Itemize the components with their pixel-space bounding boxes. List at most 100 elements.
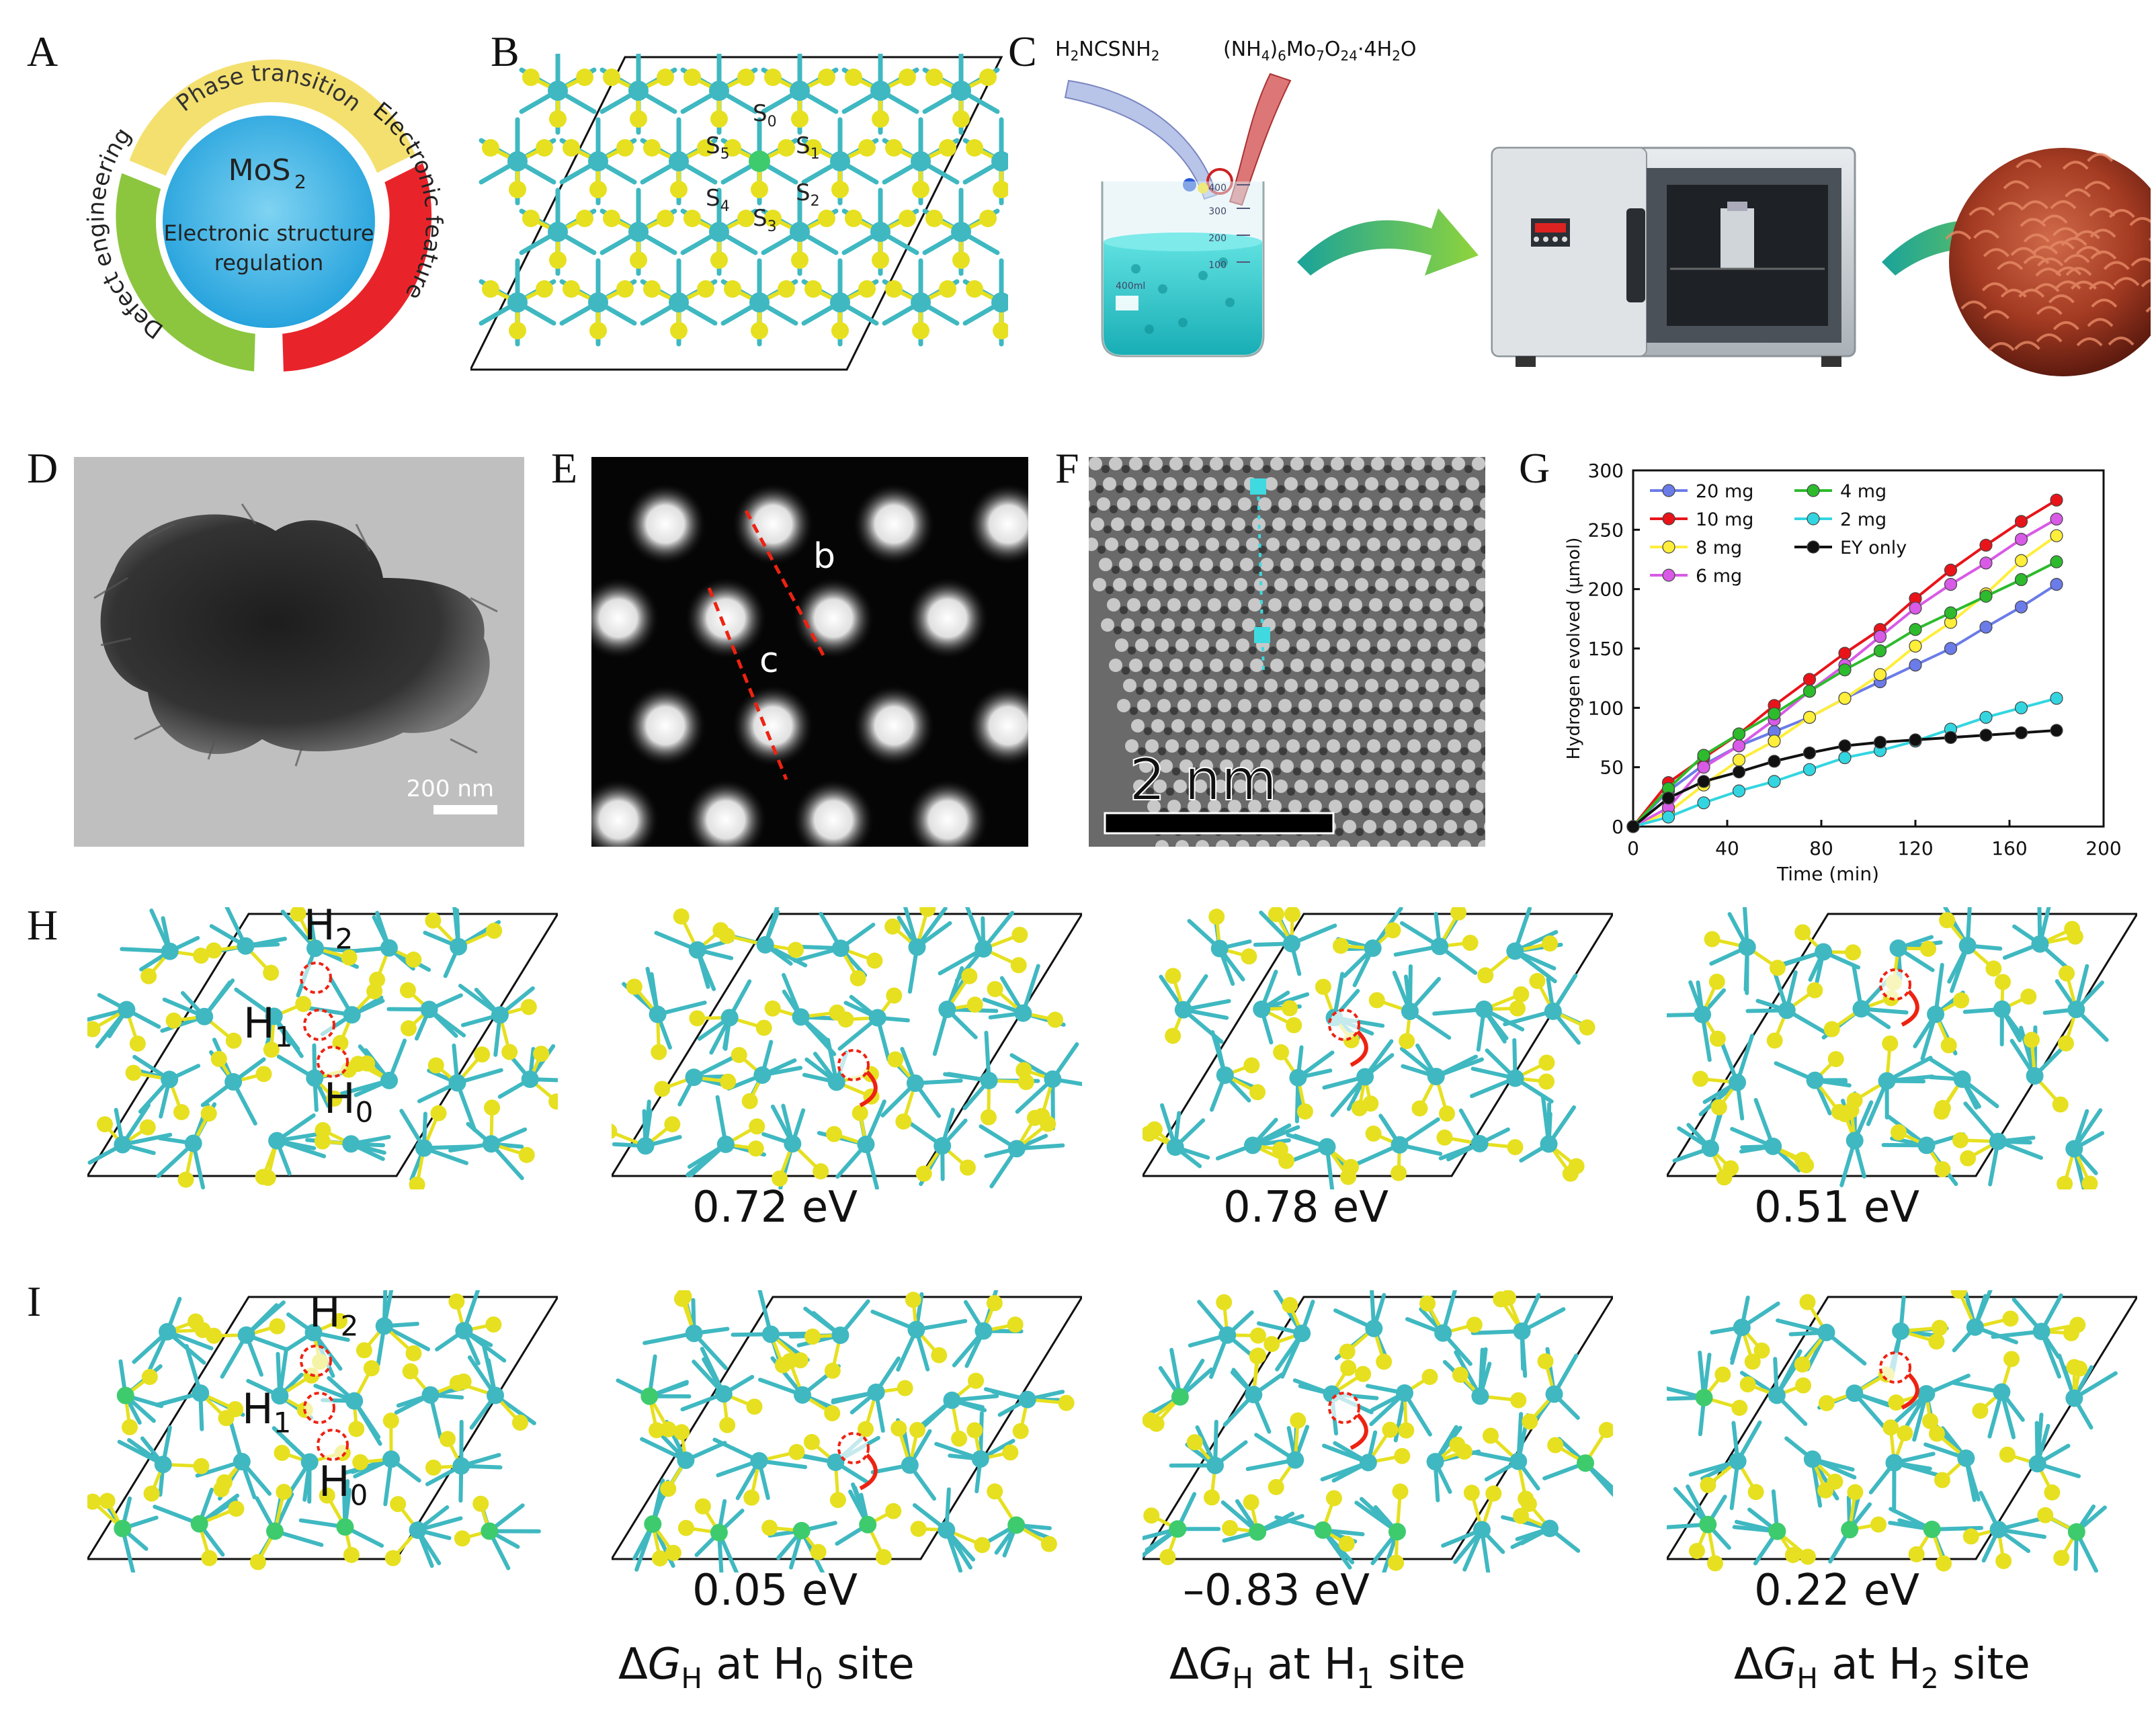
- panel-c-scheme: 400 300 200 100 400ml: [1064, 73, 2151, 376]
- i-energy-1: 0.05 eV: [692, 1566, 858, 1615]
- data-point: [1732, 784, 1746, 798]
- i-label-h0: H0: [319, 1457, 368, 1512]
- y-tick-label: 150: [1588, 638, 1624, 660]
- panel-label-a: A: [27, 28, 58, 75]
- panel-label-h: H: [27, 901, 58, 949]
- reagent-2-label: (NH4)6Mo7O24·4H2O: [1223, 38, 1417, 64]
- site-label-s1: S1: [796, 132, 820, 163]
- ring-segment-right: [279, 159, 435, 375]
- data-point: [1732, 739, 1746, 753]
- legend-marker: [1662, 512, 1675, 526]
- panel-e-line-c: [707, 587, 788, 780]
- site-label-s2: S2: [796, 179, 820, 210]
- i-energy-3: 0.22 eV: [1754, 1566, 1919, 1615]
- site-label-s3: S3: [753, 205, 777, 235]
- legend-entry: 2 mg: [1840, 509, 1887, 530]
- panel-b-lattice: S0 S1 S2 S3 S4 S5: [470, 54, 1008, 371]
- legend-marker: [1807, 540, 1820, 554]
- data-point: [1802, 710, 1817, 724]
- beaker-mark-200: 200: [1208, 233, 1227, 244]
- data-point: [2014, 600, 2028, 614]
- oven: [1491, 146, 1856, 367]
- data-point: [1802, 763, 1817, 776]
- doped-lattice-cell: [612, 1290, 1082, 1572]
- h-energy-2: 0.78 eV: [1223, 1183, 1388, 1232]
- legend-entry: 4 mg: [1840, 481, 1887, 502]
- beaker-mark-400: 400: [1208, 183, 1227, 194]
- panel-b-atoms: [479, 54, 1008, 347]
- data-point: [2050, 691, 2063, 705]
- ring-center-circle: [163, 116, 375, 328]
- panel-d-scale-label: 200 nm: [407, 775, 494, 802]
- ring-segment-top: [126, 56, 419, 180]
- data-point: [1979, 589, 1993, 603]
- data-point: [1697, 749, 1710, 762]
- data-point: [2014, 515, 2028, 528]
- x-tick-label: 120: [1897, 837, 1933, 859]
- data-point: [1979, 538, 1993, 552]
- data-point: [1944, 578, 1958, 591]
- legend-marker: [1662, 569, 1675, 582]
- legend-marker: [1807, 512, 1820, 526]
- panel-label-g: G: [1519, 444, 1550, 492]
- x-tick-label: 160: [1991, 837, 2027, 859]
- data-point: [1909, 659, 1922, 672]
- data-point: [1909, 639, 1922, 653]
- y-tick-label: 300: [1588, 460, 1624, 482]
- panel-e-atomic-image: b c: [591, 457, 1028, 847]
- panel-label-i: I: [27, 1277, 42, 1325]
- data-point: [1732, 753, 1746, 767]
- y-tick-label: 50: [1600, 757, 1624, 779]
- data-point: [1768, 755, 1781, 768]
- doped-lattice-cell: [1667, 1290, 2137, 1572]
- data-point: [1697, 796, 1710, 810]
- data-point: [1838, 751, 1852, 765]
- x-tick-label: 80: [1809, 837, 1833, 859]
- panel-f-marker-bottom: [1254, 627, 1270, 643]
- data-point: [1979, 556, 1993, 570]
- panel-f-marker-top: [1250, 478, 1266, 495]
- panel-e-label-b: b: [813, 536, 835, 577]
- center-subtitle-1: Electronic structure: [163, 220, 374, 246]
- data-point: [2050, 529, 2063, 542]
- data-point: [2014, 573, 2028, 587]
- i-label-h1: H1: [242, 1384, 292, 1439]
- panel-label-d: D: [27, 444, 58, 492]
- y-tick-label: 200: [1588, 579, 1624, 601]
- x-axis-label: Time (min): [1776, 863, 1879, 885]
- data-point: [1768, 707, 1781, 720]
- data-point: [1802, 685, 1817, 698]
- panel-label-b: B: [491, 28, 520, 75]
- i-energy-2: –0.83 eV: [1183, 1566, 1370, 1615]
- h-label-h0: H0: [324, 1074, 374, 1129]
- pristine-lattice-cell: [1667, 907, 2137, 1189]
- legend-entry: 8 mg: [1696, 538, 1742, 558]
- pristine-lattice-cell: [612, 907, 1082, 1189]
- panel-f-scale-bar: [1104, 812, 1335, 835]
- site-label-s5: S5: [706, 132, 730, 163]
- y-axis-label: Hydrogen evolved (µmol): [1564, 538, 1584, 760]
- data-point: [1802, 673, 1817, 686]
- data-point: [1732, 727, 1746, 741]
- pristine-lattice-cell: [1143, 907, 1613, 1189]
- center-title: MoS: [229, 153, 291, 187]
- y-tick-label: 0: [1612, 816, 1624, 838]
- legend-marker: [1662, 540, 1675, 554]
- data-point: [1873, 644, 1887, 658]
- caption-dg-h0: ΔGH at H0 site: [618, 1640, 915, 1695]
- h-label-h1: H1: [243, 999, 293, 1054]
- data-point: [2014, 532, 2028, 546]
- doped-lattice-cell: [87, 1290, 558, 1572]
- x-tick-label: 40: [1715, 837, 1739, 859]
- legend-entry: 20 mg: [1696, 481, 1753, 502]
- data-point: [1979, 710, 1993, 724]
- panel-label-f: F: [1055, 444, 1079, 492]
- data-point: [1768, 775, 1781, 788]
- data-point: [1838, 663, 1852, 677]
- data-point: [1909, 601, 1922, 615]
- beaker-mark-100: 100: [1208, 260, 1227, 271]
- beaker-volume-label: 400ml: [1116, 281, 1145, 292]
- flower-microsphere: [1945, 148, 2151, 376]
- data-point: [1626, 820, 1640, 833]
- legend-marker: [1807, 484, 1820, 497]
